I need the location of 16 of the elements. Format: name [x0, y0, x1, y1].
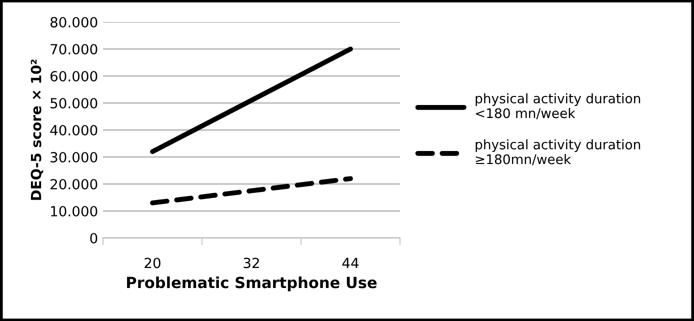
legend-label: physical activity duration <180 mn/week [476, 93, 640, 120]
y-tick-label: 50.000 [50, 98, 98, 108]
y-tick-label: 60.000 [50, 70, 98, 82]
y-tick-label: 20.000 [50, 178, 98, 190]
x-tick-label: 20 [144, 258, 160, 268]
y-tick-label: 80.000 [50, 16, 98, 28]
x-tick-label: 32 [244, 258, 259, 268]
y-axis-title: DEQ-5 score × 10² [30, 60, 44, 200]
x-axis-title: Problematic Smartphone Use [127, 276, 377, 292]
y-tick-label: 40.000 [50, 124, 98, 136]
x-tick-label: 44 [342, 258, 359, 268]
y-tick-label: 70.000 [50, 44, 98, 54]
y-tick-label: 30.000 [50, 152, 98, 162]
y-tick-label: 0 [90, 232, 98, 244]
legend-label: physical activity duration ≥180mn/week [476, 139, 640, 166]
y-tick-label: 10.000 [51, 206, 98, 216]
